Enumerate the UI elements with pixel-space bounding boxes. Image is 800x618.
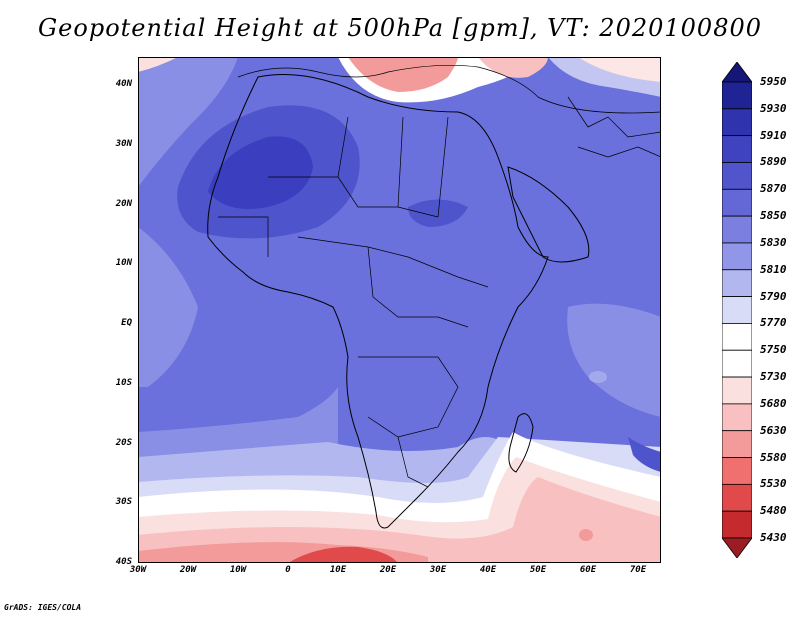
geopotential-map (138, 57, 661, 563)
border-line (367, 246, 469, 328)
colorbar-level-label: 5850 (760, 209, 787, 223)
colorbar-segment (722, 403, 752, 432)
colorbar-segment (722, 349, 752, 378)
madagascar-coastline (508, 413, 534, 473)
colorbar-max-triangle (722, 62, 752, 83)
lat-tick-label: 40S (115, 557, 132, 567)
colorbar-level-label: 5950 (760, 75, 787, 88)
colorbar-segment (722, 242, 752, 271)
colorbar-segment (722, 457, 752, 485)
colorbar-level-label: 5810 (760, 262, 787, 276)
lon-tick-label: 10W (229, 565, 247, 575)
field-zone (138, 227, 198, 387)
lon-tick-label: 40E (479, 565, 497, 575)
lon-tick-label: 70E (629, 565, 647, 575)
map-title: Geopotential Height at 500hPa [gpm], VT:… (38, 14, 762, 42)
colorbar-level-label: 5680 (760, 396, 787, 410)
field-north (478, 57, 548, 78)
colorbar-level-label: 5930 (760, 101, 787, 115)
lat-tick-label: 10N (115, 258, 132, 269)
lat-tick-label: 40N (115, 79, 132, 89)
field-north (138, 57, 178, 72)
colorbar-segment (722, 108, 752, 137)
map-field (138, 57, 661, 563)
border-line (218, 216, 269, 257)
colorbar-level-label: 5790 (760, 289, 787, 303)
colorbar-level-label: 5480 (760, 504, 787, 518)
lon-tick-label: 0 (285, 565, 291, 575)
border-line (337, 116, 349, 178)
colorbar-level-label: 5430 (760, 531, 787, 544)
lat-tick-label: 20S (115, 437, 132, 448)
lon-tick-label: 20W (179, 565, 197, 575)
colorbar-segment (722, 162, 752, 190)
field-band (288, 546, 398, 563)
lat-tick-label: 10S (115, 377, 132, 388)
field-core (408, 199, 468, 227)
lon-tick-label: 30E (429, 565, 447, 575)
colorbar-segment (722, 215, 752, 244)
lat-tick-label: 30S (115, 497, 132, 508)
colorbar-segment (722, 323, 752, 351)
colorbar-level-label: 5750 (760, 343, 787, 357)
border-line (577, 146, 661, 158)
border-line (268, 176, 439, 218)
border-line (397, 116, 404, 208)
field-zone (567, 303, 661, 417)
field-zone (589, 371, 607, 383)
europe-coastline (237, 65, 661, 114)
border-line (437, 116, 449, 218)
colorbar-level-label: 5730 (760, 370, 787, 384)
colorbar-level-label: 5870 (760, 182, 787, 196)
field-zone (628, 437, 661, 472)
colorbar (722, 62, 752, 558)
field-band (138, 477, 661, 563)
colorbar-segment (722, 430, 752, 458)
colorbar-segment (722, 135, 752, 163)
colorbar-level-label: 5890 (760, 155, 787, 169)
field-north (548, 57, 661, 97)
colorbar-segment (722, 376, 752, 405)
border-line (397, 436, 429, 488)
field-zone (138, 57, 238, 187)
lon-tick-label: 20E (379, 565, 397, 575)
lat-tick-label: EQ (121, 318, 132, 328)
lon-tick-label: 50E (529, 565, 547, 575)
colorbar-level-label: 5910 (760, 128, 787, 142)
lat-tick-label: 20N (115, 198, 132, 209)
colorbar-segment (722, 269, 752, 297)
border-line (567, 96, 661, 138)
lon-tick-label: 30W (129, 565, 147, 575)
lon-tick-label: 10E (329, 565, 347, 575)
field-core (208, 136, 313, 210)
colorbar-level-label: 5830 (760, 235, 787, 249)
arabia-coastline (507, 166, 590, 263)
colorbar-segment (722, 483, 752, 512)
colorbar-level-label: 5630 (760, 423, 787, 437)
border-line (358, 356, 459, 438)
colorbar-min-triangle (722, 537, 752, 558)
field-band (579, 529, 593, 541)
lon-tick-label: 60E (579, 565, 597, 575)
colorbar-level-label: 5770 (760, 316, 787, 330)
credit-text: GrADS: IGES/COLA (4, 603, 82, 612)
colorbar-level-label: 5580 (760, 450, 787, 464)
lat-tick-label: 30N (115, 138, 132, 149)
colorbar-segment (722, 81, 752, 110)
border-line (297, 236, 489, 288)
colorbar-segment (722, 296, 752, 324)
africa-coastline (207, 74, 549, 529)
colorbar-level-label: 5530 (760, 477, 787, 491)
colorbar-segment (722, 510, 752, 539)
colorbar-segment (722, 188, 752, 217)
